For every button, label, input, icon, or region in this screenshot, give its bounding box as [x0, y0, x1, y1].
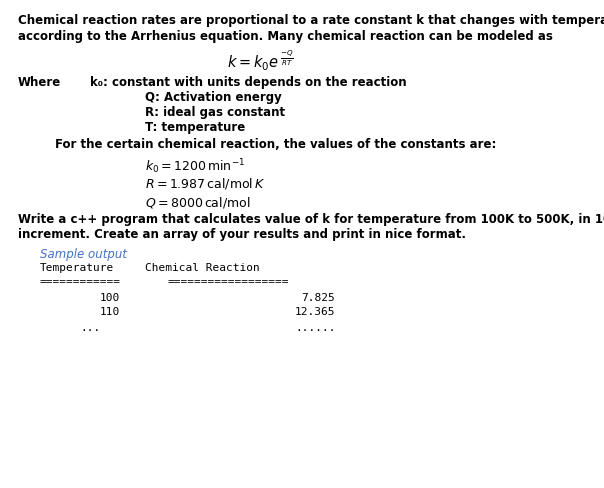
Text: Chemical reaction rates are proportional to a rate constant k that changes with : Chemical reaction rates are proportional… [18, 14, 604, 27]
Text: 7.825: 7.825 [301, 293, 335, 303]
Text: Q: Activation energy: Q: Activation energy [145, 91, 281, 104]
Text: T: temperature: T: temperature [145, 121, 245, 134]
Text: Where: Where [18, 76, 61, 89]
Text: $Q = 8000\,\mathrm{cal/mol}$: $Q = 8000\,\mathrm{cal/mol}$ [145, 195, 251, 210]
Text: ==================: ================== [168, 277, 289, 287]
Text: $k = k_0e^{\,\frac{-Q}{RT}}$: $k = k_0e^{\,\frac{-Q}{RT}}$ [226, 48, 294, 73]
Text: k₀: constant with units depends on the reaction: k₀: constant with units depends on the r… [90, 76, 406, 89]
Text: ...: ... [80, 323, 100, 333]
Text: $k_0 = 1200\,\mathrm{min}^{-1}$: $k_0 = 1200\,\mathrm{min}^{-1}$ [145, 157, 245, 176]
Text: ============: ============ [40, 277, 121, 287]
Text: 110: 110 [100, 307, 120, 317]
Text: Write a c++ program that calculates value of k for temperature from 100K to 500K: Write a c++ program that calculates valu… [18, 213, 604, 226]
Text: Temperature: Temperature [40, 263, 114, 273]
Text: Chemical Reaction: Chemical Reaction [145, 263, 260, 273]
Text: For the certain chemical reaction, the values of the constants are:: For the certain chemical reaction, the v… [55, 138, 496, 151]
Text: according to the Arrhenius equation. Many chemical reaction can be modeled as: according to the Arrhenius equation. Man… [18, 30, 553, 43]
Text: R: ideal gas constant: R: ideal gas constant [145, 106, 285, 119]
Text: 12.365: 12.365 [295, 307, 335, 317]
Text: increment. Create an array of your results and print in nice format.: increment. Create an array of your resul… [18, 228, 466, 241]
Text: ......: ...... [295, 323, 335, 333]
Text: $R = 1.987\,\mathrm{cal/mol}\,K$: $R = 1.987\,\mathrm{cal/mol}\,K$ [145, 176, 265, 191]
Text: 100: 100 [100, 293, 120, 303]
Text: Sample output: Sample output [40, 248, 127, 261]
